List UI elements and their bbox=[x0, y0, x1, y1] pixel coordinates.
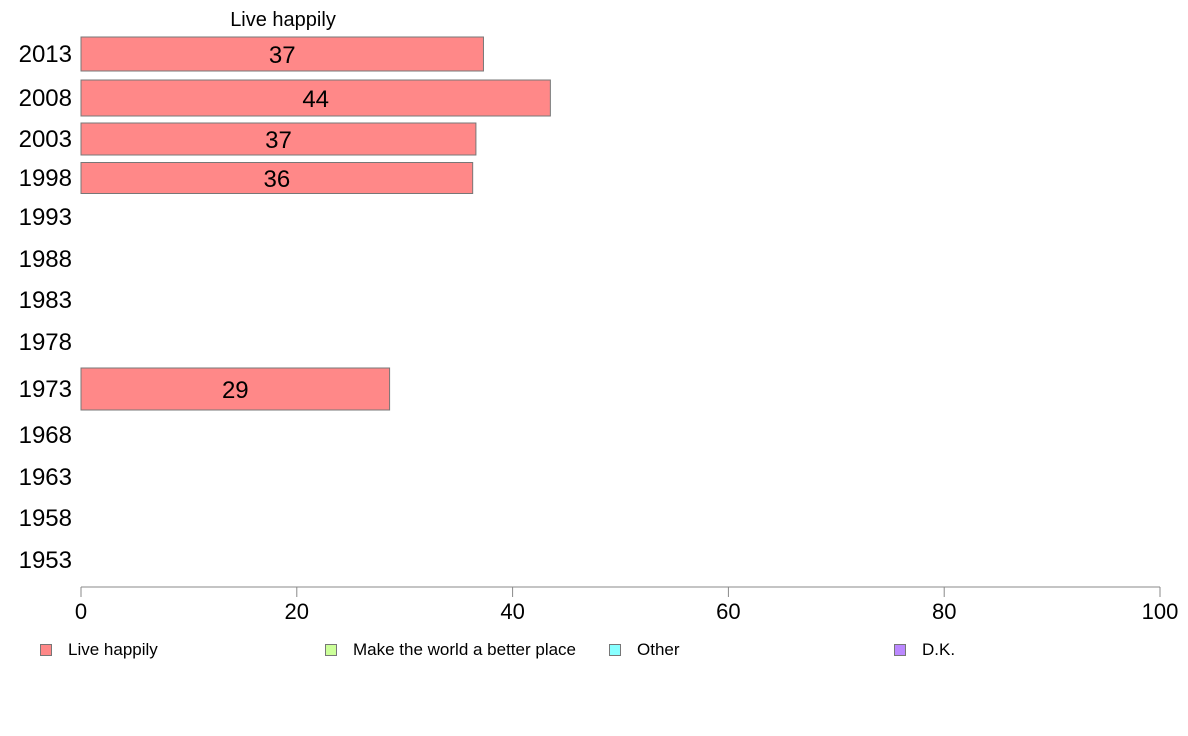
x-tick-label-20: 20 bbox=[285, 599, 309, 624]
x-tick-label-100: 100 bbox=[1142, 599, 1179, 624]
chart-title: Live happily bbox=[230, 9, 336, 31]
bar-value-label-1998: 36 bbox=[263, 166, 290, 193]
legend-swatch bbox=[325, 644, 337, 656]
y-tick-label-1978: 1978 bbox=[19, 329, 72, 356]
bar-2008 bbox=[80, 79, 551, 117]
bar-1998 bbox=[80, 162, 474, 194]
y-tick-label-1998: 1998 bbox=[19, 165, 72, 192]
legend-label: Other bbox=[637, 640, 680, 659]
legend-swatch bbox=[609, 644, 621, 656]
x-tick-label-80: 80 bbox=[932, 599, 956, 624]
bar-value-label-2013: 37 bbox=[269, 42, 296, 69]
legend-label: D.K. bbox=[922, 640, 956, 659]
legend-item-make-world-better: Make the world a better place bbox=[325, 640, 576, 660]
legend-label: Make the world a better place bbox=[353, 640, 577, 659]
y-tick-label-1988: 1988 bbox=[19, 246, 72, 273]
y-tick-label-1953: 1953 bbox=[19, 547, 72, 574]
legend-item-dk: D.K. bbox=[894, 640, 955, 660]
legend-swatch bbox=[894, 644, 906, 656]
y-tick-label-2003: 2003 bbox=[19, 126, 72, 153]
bar-value-label-1973: 29 bbox=[222, 377, 249, 404]
bar-value-label-2008: 44 bbox=[302, 86, 329, 113]
bar-2013 bbox=[80, 36, 484, 72]
x-tick-label-0: 0 bbox=[75, 599, 87, 624]
bar-2003 bbox=[80, 122, 477, 156]
y-tick-label-1958: 1958 bbox=[19, 505, 72, 532]
legend-swatch bbox=[40, 644, 52, 656]
legend-label: Live happily bbox=[68, 640, 158, 659]
x-tick-label-60: 60 bbox=[716, 599, 740, 624]
y-tick-label-1963: 1963 bbox=[19, 464, 72, 491]
y-tick-label-2008: 2008 bbox=[19, 85, 72, 112]
y-tick-label-1983: 1983 bbox=[19, 287, 72, 314]
y-tick-label-2013: 2013 bbox=[19, 41, 72, 68]
legend-item-live-happily: Live happily bbox=[40, 640, 158, 660]
y-tick-label-1968: 1968 bbox=[19, 422, 72, 449]
legend-item-other: Other bbox=[609, 640, 680, 660]
bar-value-label-2003: 37 bbox=[265, 127, 292, 154]
x-tick-label-40: 40 bbox=[500, 599, 524, 624]
bar-1973 bbox=[80, 367, 391, 411]
y-tick-label-1973: 1973 bbox=[19, 376, 72, 403]
y-tick-label-1993: 1993 bbox=[19, 204, 72, 231]
